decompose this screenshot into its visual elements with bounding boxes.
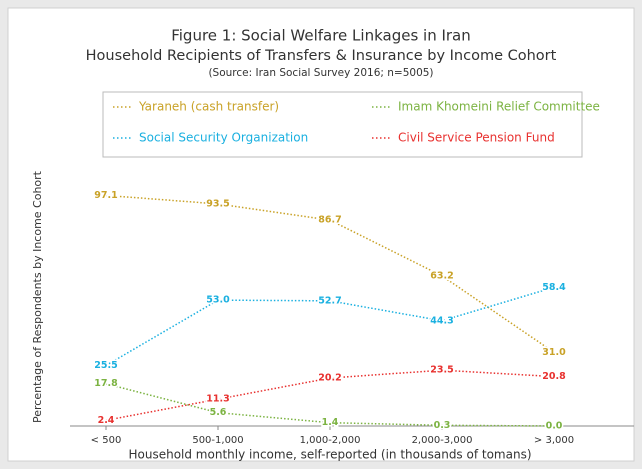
series-line [105, 382, 555, 427]
legend-label: Yaraneh (cash transfer) [138, 100, 279, 114]
chart-title: Figure 1: Social Welfare Linkages in Ira… [171, 27, 471, 45]
x-tick-label: > 3,000 [534, 435, 574, 446]
legend-label: Civil Service Pension Fund [398, 131, 555, 145]
data-label: 20.2 [318, 373, 341, 384]
data-label: 86.7 [318, 215, 341, 226]
x-tick-label: 2,000-3,000 [412, 435, 473, 446]
panel [7, 7, 635, 462]
legend-box [102, 91, 583, 158]
x-tick-label: 1,000-2,000 [300, 435, 361, 446]
legend-label: Social Security Organization [139, 131, 308, 145]
data-label: 2.4 [98, 415, 115, 426]
x-tick-label: < 500 [91, 435, 122, 446]
data-label: 5.6 [210, 407, 227, 418]
data-label: 58.4 [542, 282, 566, 293]
x-axis-label: Household monthly income, self-reported … [128, 448, 531, 462]
source-note: (Source: Iran Social Survey 2016; n=5005… [208, 67, 433, 79]
data-label: 0.3 [434, 420, 451, 431]
data-label: 0.0 [546, 421, 563, 432]
data-label: 11.3 [206, 394, 229, 405]
series-line [105, 194, 555, 353]
data-label: 20.8 [542, 371, 566, 382]
data-label: 25.5 [94, 360, 117, 371]
data-label: 53.0 [206, 295, 230, 306]
data-label: 31.0 [542, 347, 566, 358]
data-label: 93.5 [206, 198, 229, 209]
legend-label: Imam Khomeini Relief Committee [398, 100, 600, 114]
series-line [105, 369, 555, 422]
x-tick-label: 500-1,000 [192, 435, 243, 446]
data-label: 44.3 [430, 315, 453, 326]
data-label: 97.1 [94, 190, 117, 201]
y-axis-label: Percentage of Respondents by Income Coho… [31, 170, 44, 423]
data-label: 52.7 [318, 295, 341, 306]
data-label: 63.2 [430, 270, 453, 281]
data-label: 17.8 [94, 378, 118, 389]
data-label: 1.4 [322, 417, 339, 428]
series-line [105, 286, 555, 367]
data-label: 23.5 [430, 365, 453, 376]
chart-subtitle: Household Recipients of Transfers & Insu… [86, 48, 557, 64]
